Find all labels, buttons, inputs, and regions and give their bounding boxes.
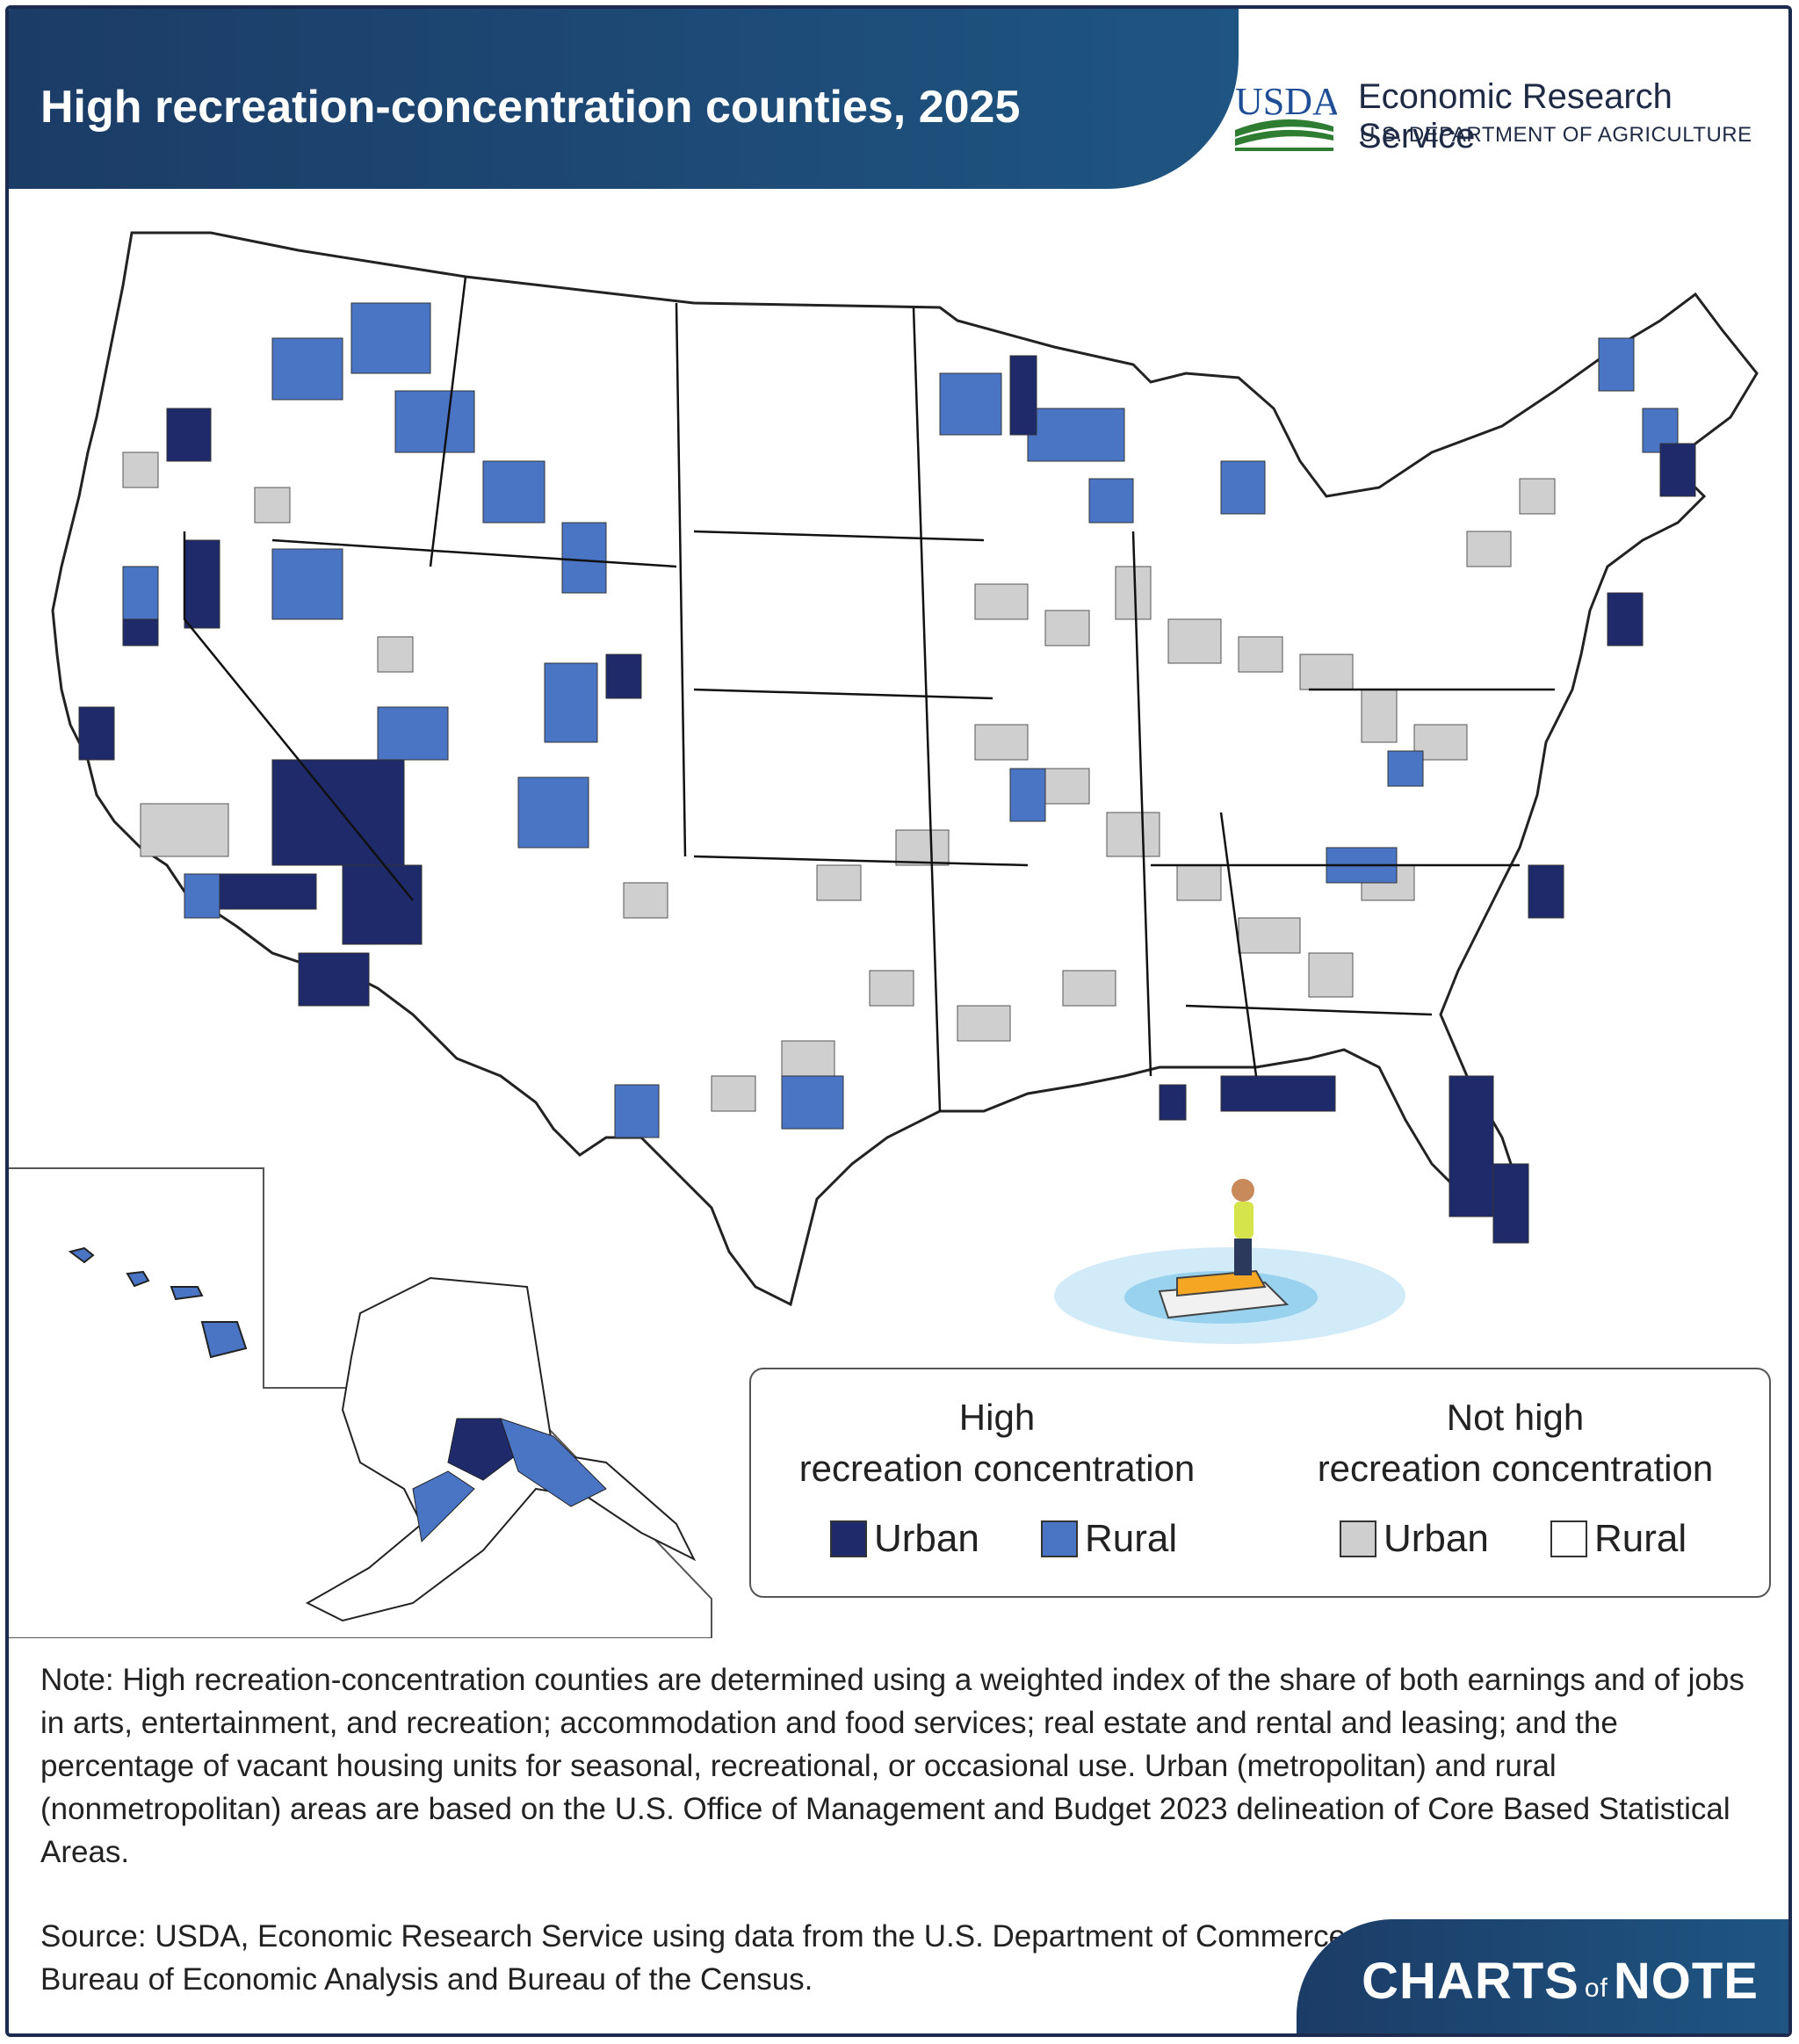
legend-swatch-high-rural [1041,1520,1078,1557]
legend-high-line2: recreation concentration [798,1448,1196,1489]
legend-label-high-rural: Rural [1085,1517,1178,1560]
jet-ski-icon [1054,1179,1405,1344]
us-county-map [9,231,1759,1638]
legend-swatch-not-rural [1550,1520,1587,1557]
not-high-urban-counties [122,451,1556,1112]
chart-source: Source: USDA, Economic Research Service … [40,1919,1355,1997]
title-bar: High recreation-concentration counties, … [9,9,1239,189]
brand-part2: of [1584,1974,1608,2003]
usda-logo-text: USDA [1235,80,1337,123]
high-urban-counties [78,355,1696,1244]
high-rural-counties [122,302,1679,1138]
brand-part3: NOTE [1613,1953,1759,2010]
legend-item-high-urban: Urban [830,1517,979,1561]
header: High recreation-concentration counties, … [9,9,1788,189]
org-dept: U.S. DEPARTMENT OF AGRICULTURE [1360,123,1752,147]
legend-label-high-urban: Urban [874,1517,979,1560]
org-name: Economic Research Service [1358,77,1673,155]
legend-item-not-urban: Urban [1340,1517,1489,1561]
chart-frame: High recreation-concentration counties, … [5,5,1792,2037]
legend-label-not-rural: Rural [1594,1517,1687,1560]
usda-logo-icon: USDA [1235,80,1337,151]
map-legend: High recreation concentration Not high r… [749,1368,1771,1598]
legend-not-line1: Not high [1446,1397,1585,1438]
legend-swatch-not-urban [1340,1520,1376,1557]
legend-item-high-rural: Rural [1041,1517,1177,1561]
chart-note: Note: High recreation-concentration coun… [40,1663,1745,1869]
legend-swatch-high-urban [830,1520,867,1557]
page-title: High recreation-concentration counties, … [40,82,1021,133]
charts-of-note-logo: CHARTS of NOTE [1362,1952,1759,2011]
legend-item-not-rural: Rural [1550,1517,1687,1561]
hawaii-islands [68,1246,248,1359]
footer-bar: CHARTS of NOTE [1297,1919,1788,2033]
brand-part1: CHARTS [1362,1953,1579,2010]
legend-high-line1: High [958,1397,1036,1438]
legend-not-line2: recreation concentration [1317,1448,1714,1489]
legend-group-not-high: Not high recreation concentration [1269,1392,1761,1494]
legend-group-high: High recreation concentration [769,1392,1225,1494]
state-borders [183,276,1555,1112]
legend-label-not-urban: Urban [1384,1517,1489,1560]
